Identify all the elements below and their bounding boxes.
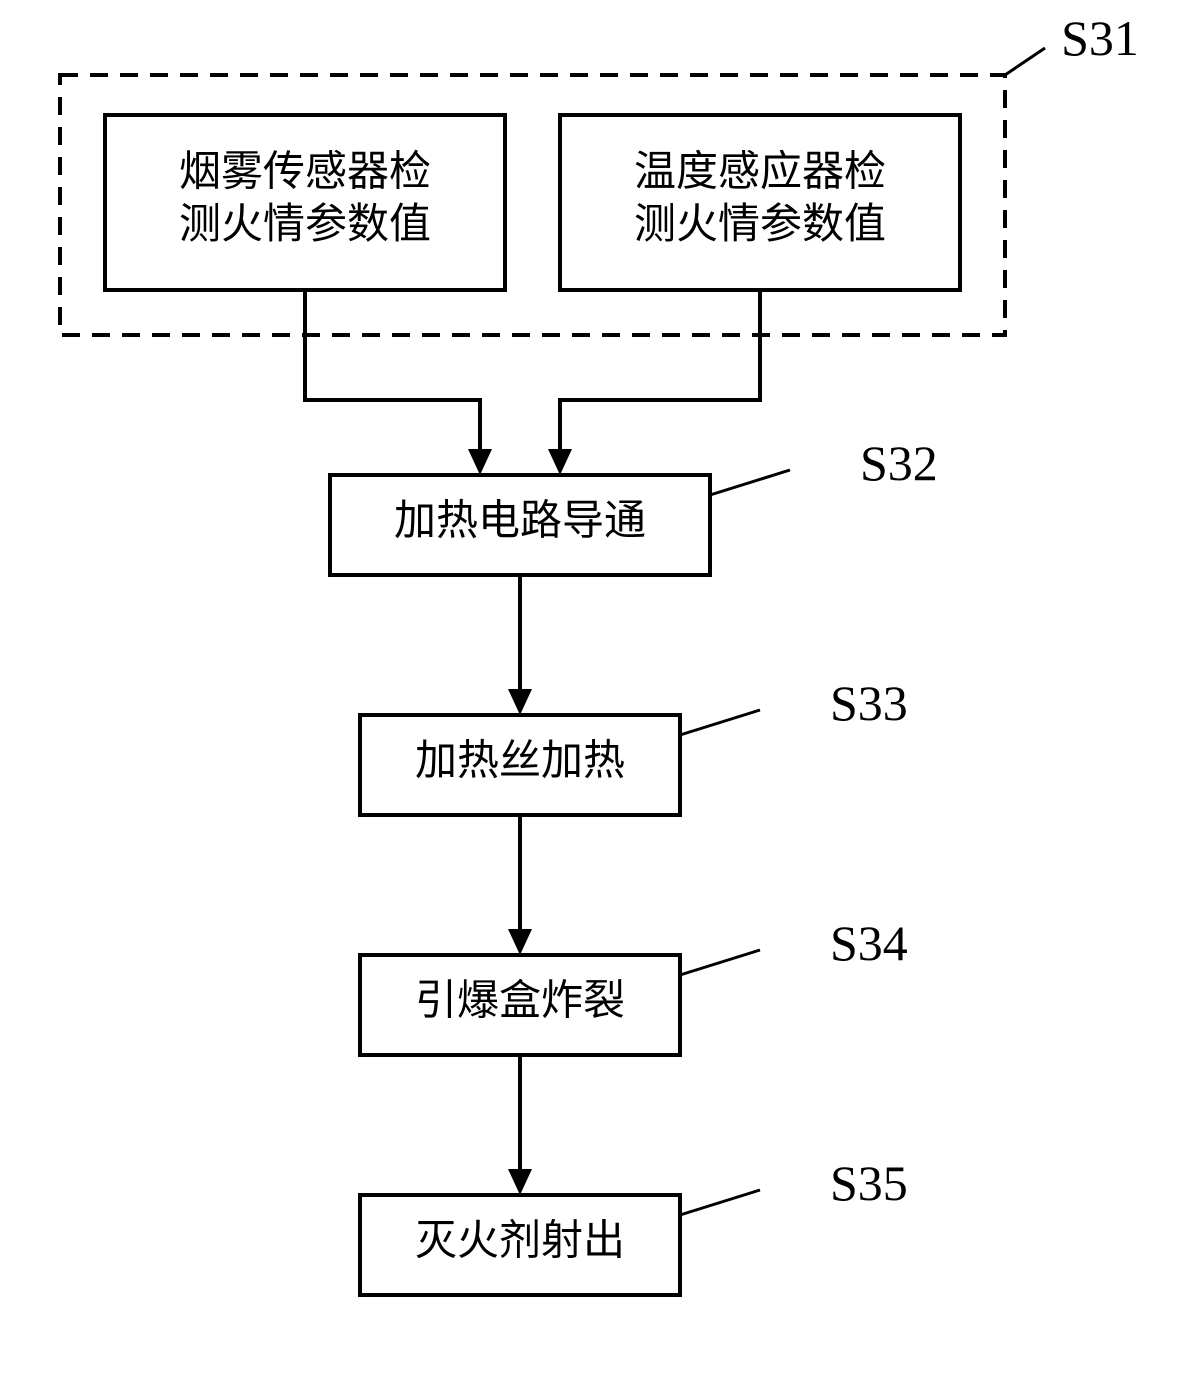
node-text-s31a-0: 烟雾传感器检 [179, 149, 431, 196]
label-s32: S32 [860, 435, 938, 491]
leader-s34 [680, 950, 760, 975]
node-text-s34-0: 引爆盒炸裂 [415, 977, 625, 1024]
arrowhead [508, 689, 532, 715]
node-text-s31b-0: 温度感应器检 [634, 149, 886, 196]
flowchart-canvas: S31烟雾传感器检测火情参数值温度感应器检测火情参数值加热电路导通S32加热丝加… [0, 0, 1194, 1378]
node-text-s35-0: 灭火剂射出 [415, 1218, 625, 1264]
edge [305, 290, 480, 449]
node-text-s33-0: 加热丝加热 [415, 738, 625, 784]
leader-s35 [680, 1190, 760, 1215]
edge [560, 290, 760, 449]
leader-s33 [680, 710, 760, 735]
label-s31: S31 [1061, 10, 1139, 66]
label-s34: S34 [830, 915, 908, 971]
node-text-s31b-1: 测火情参数值 [634, 201, 886, 248]
leader-s31 [1005, 48, 1045, 75]
arrowhead [468, 449, 492, 475]
arrowhead [508, 1169, 532, 1195]
arrowhead [508, 929, 532, 955]
leader-s32 [710, 470, 790, 495]
label-s33: S33 [830, 675, 908, 731]
node-text-s31a-1: 测火情参数值 [179, 201, 431, 248]
label-s35: S35 [830, 1155, 908, 1211]
arrowhead [548, 449, 572, 475]
node-text-s32-0: 加热电路导通 [394, 498, 646, 544]
